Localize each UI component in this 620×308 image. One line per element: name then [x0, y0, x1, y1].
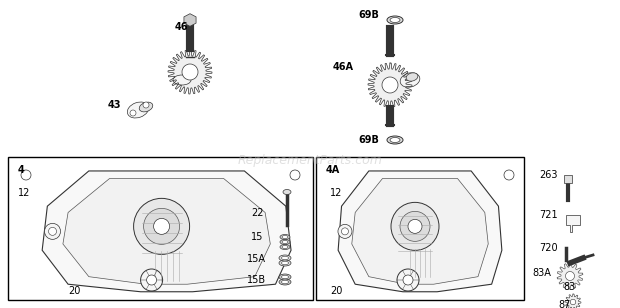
Ellipse shape: [280, 234, 290, 240]
Ellipse shape: [390, 137, 400, 143]
Ellipse shape: [282, 236, 288, 238]
Circle shape: [565, 271, 575, 281]
Polygon shape: [368, 63, 412, 107]
Ellipse shape: [173, 75, 191, 85]
Text: 46A: 46A: [333, 62, 354, 72]
Ellipse shape: [387, 136, 403, 144]
Ellipse shape: [406, 73, 418, 81]
Circle shape: [400, 211, 430, 241]
Bar: [8, 157, 313, 300]
Circle shape: [408, 219, 422, 233]
Ellipse shape: [280, 240, 290, 245]
Text: 22: 22: [251, 208, 264, 218]
Circle shape: [504, 170, 514, 180]
Text: 263: 263: [539, 170, 557, 180]
Circle shape: [144, 208, 180, 244]
Circle shape: [143, 102, 149, 108]
Polygon shape: [565, 294, 581, 308]
Polygon shape: [352, 179, 488, 284]
Text: 83: 83: [563, 282, 575, 292]
Ellipse shape: [390, 18, 400, 22]
Polygon shape: [63, 179, 270, 284]
Circle shape: [397, 269, 419, 291]
Text: 12: 12: [330, 188, 342, 198]
Circle shape: [182, 64, 198, 80]
Ellipse shape: [140, 102, 153, 112]
Ellipse shape: [279, 274, 291, 280]
Circle shape: [290, 170, 300, 180]
Ellipse shape: [283, 189, 291, 194]
Text: 4: 4: [18, 165, 25, 175]
Ellipse shape: [281, 256, 288, 260]
Ellipse shape: [281, 275, 288, 279]
Ellipse shape: [282, 245, 288, 249]
Bar: [564, 175, 572, 183]
Circle shape: [21, 170, 31, 180]
Circle shape: [133, 198, 190, 254]
Bar: [316, 157, 524, 300]
Ellipse shape: [279, 279, 291, 285]
Ellipse shape: [280, 245, 290, 249]
Circle shape: [45, 223, 61, 239]
Text: 43: 43: [108, 100, 122, 110]
Polygon shape: [184, 14, 196, 26]
Circle shape: [342, 228, 348, 235]
Text: 87: 87: [558, 300, 570, 308]
Circle shape: [338, 224, 352, 238]
Text: 20: 20: [330, 286, 342, 296]
Text: 721: 721: [539, 210, 557, 220]
Circle shape: [130, 110, 136, 116]
Text: 15A: 15A: [247, 254, 266, 264]
Circle shape: [403, 275, 413, 285]
Polygon shape: [557, 263, 583, 289]
Text: 4A: 4A: [326, 165, 340, 175]
Ellipse shape: [127, 102, 149, 118]
Polygon shape: [566, 215, 580, 232]
Polygon shape: [338, 171, 502, 292]
Circle shape: [48, 227, 56, 235]
Text: 69B: 69B: [358, 135, 379, 145]
Text: 12: 12: [18, 188, 30, 198]
Text: 46: 46: [175, 22, 188, 32]
Ellipse shape: [279, 260, 291, 266]
Circle shape: [154, 218, 170, 234]
Text: 83A: 83A: [532, 268, 551, 278]
Circle shape: [570, 299, 576, 305]
Polygon shape: [168, 50, 212, 94]
Ellipse shape: [282, 241, 288, 244]
Text: ReplacementParts.com: ReplacementParts.com: [237, 154, 383, 167]
Ellipse shape: [387, 16, 403, 24]
Ellipse shape: [400, 73, 420, 87]
Circle shape: [391, 202, 439, 250]
Circle shape: [146, 275, 157, 285]
Text: 69B: 69B: [358, 10, 379, 20]
Text: 15B: 15B: [247, 275, 266, 285]
Ellipse shape: [279, 255, 291, 261]
Text: 15: 15: [251, 232, 264, 242]
Circle shape: [141, 269, 162, 291]
Ellipse shape: [281, 261, 288, 265]
Ellipse shape: [281, 280, 288, 284]
Text: 720: 720: [539, 243, 557, 253]
Circle shape: [382, 77, 398, 93]
Polygon shape: [42, 171, 291, 292]
Text: 20: 20: [68, 286, 81, 296]
